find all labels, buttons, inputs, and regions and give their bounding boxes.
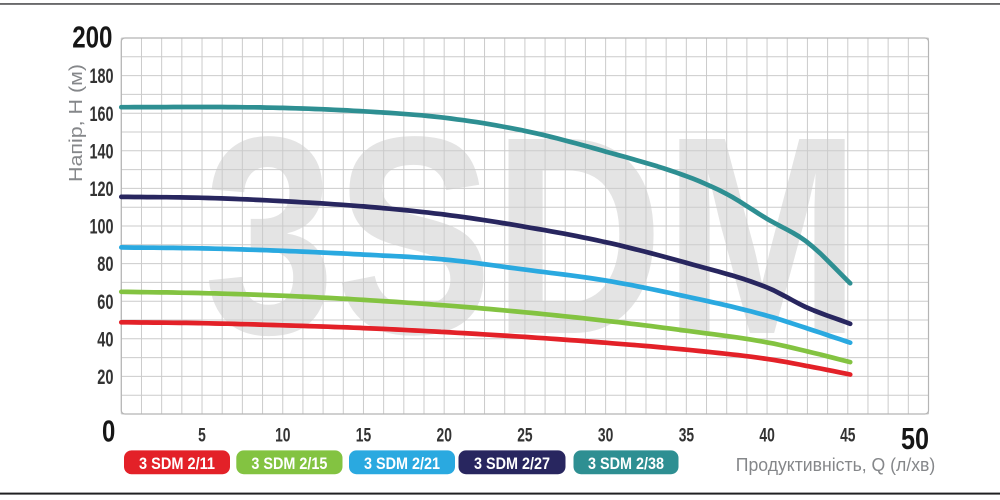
svg-text:0: 0 xyxy=(102,413,115,448)
svg-text:3SDM: 3SDM xyxy=(204,78,861,393)
svg-text:40: 40 xyxy=(97,328,113,351)
svg-text:60: 60 xyxy=(97,291,113,314)
svg-text:50: 50 xyxy=(901,421,929,456)
svg-text:180: 180 xyxy=(90,65,114,88)
svg-text:20: 20 xyxy=(437,424,453,446)
svg-text:15: 15 xyxy=(356,424,372,446)
svg-text:80: 80 xyxy=(97,253,113,276)
svg-text:120: 120 xyxy=(90,178,114,201)
svg-text:3 SDM 2/21: 3 SDM 2/21 xyxy=(364,455,440,473)
svg-text:3 SDM 2/38: 3 SDM 2/38 xyxy=(588,455,664,473)
svg-text:20: 20 xyxy=(97,366,113,389)
svg-text:Напір, Н (м): Напір, Н (м) xyxy=(66,64,86,182)
svg-text:10: 10 xyxy=(275,424,291,446)
svg-text:3 SDM 2/11: 3 SDM 2/11 xyxy=(139,455,215,473)
svg-text:3 SDM 2/15: 3 SDM 2/15 xyxy=(251,455,327,473)
svg-text:140: 140 xyxy=(90,140,114,163)
svg-text:30: 30 xyxy=(598,424,614,446)
svg-text:160: 160 xyxy=(90,103,114,126)
svg-text:200: 200 xyxy=(72,20,112,55)
svg-text:40: 40 xyxy=(759,424,775,446)
svg-text:35: 35 xyxy=(679,424,695,446)
svg-text:100: 100 xyxy=(90,216,114,239)
svg-text:Продуктивність, Q (л/хв): Продуктивність, Q (л/хв) xyxy=(736,455,936,475)
svg-text:25: 25 xyxy=(517,424,533,446)
svg-text:5: 5 xyxy=(198,424,206,446)
svg-text:45: 45 xyxy=(840,424,856,446)
svg-text:3 SDM 2/27: 3 SDM 2/27 xyxy=(474,455,550,473)
